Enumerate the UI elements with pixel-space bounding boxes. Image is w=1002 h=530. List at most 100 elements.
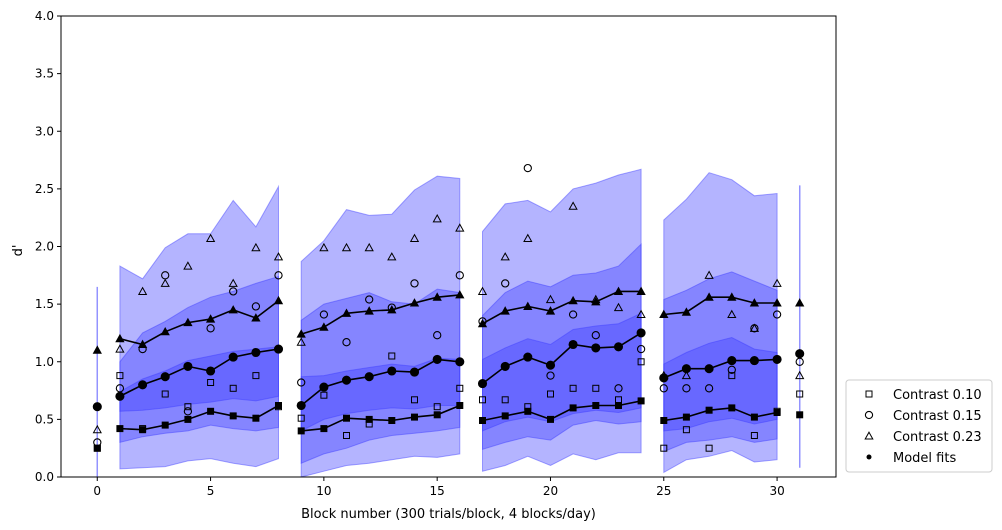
- observed-point-contrast-010: [796, 390, 804, 398]
- fit-point-contrast-015: [455, 357, 465, 367]
- observed-point-contrast-010: [615, 396, 622, 404]
- observed-point-contrast-010: [750, 432, 758, 439]
- fit-point-contrast-015: [228, 352, 238, 362]
- fit-point-contrast-010: [660, 417, 668, 424]
- observed-point-contrast-023: [251, 242, 261, 252]
- fit-point-contrast-015: [727, 356, 737, 366]
- fit-point-contrast-010: [796, 411, 804, 419]
- legend-square-marker: [865, 390, 873, 398]
- x-axis-label: Block number (300 trials/block, 4 blocks…: [301, 507, 596, 522]
- fit-point-contrast-023: [296, 329, 306, 338]
- fit-point-contrast-015: [115, 391, 125, 401]
- band-inner-segment-3: [482, 312, 642, 432]
- fit-point-contrast-010: [207, 407, 215, 415]
- x-tick-label: 15: [430, 484, 445, 498]
- x-tick-label: 10: [316, 484, 331, 498]
- observed-point-contrast-023: [409, 233, 420, 242]
- fit-point-contrast-010: [252, 414, 260, 422]
- fit-point-contrast-015: [432, 354, 442, 364]
- fit-point-contrast-010: [297, 427, 305, 435]
- fit-point-contrast-010: [547, 415, 554, 423]
- fit-point-contrast-015: [772, 354, 782, 364]
- observed-point-contrast-023: [795, 370, 805, 380]
- observed-point-contrast-023: [432, 213, 442, 223]
- observed-point-contrast-010: [501, 396, 509, 404]
- fit-point-contrast-015: [477, 379, 488, 389]
- fit-point-contrast-010: [116, 425, 124, 433]
- fit-point-contrast-010: [615, 402, 622, 409]
- observed-point-contrast-015: [546, 371, 555, 380]
- y-tick-label: 4.0: [35, 9, 54, 23]
- observed-point-contrast-010: [139, 425, 147, 433]
- observed-point-contrast-010: [456, 384, 464, 392]
- legend-entry-model-fits: Model fits: [893, 451, 956, 466]
- band-outer-segment-4: [663, 172, 778, 474]
- fit-point-contrast-010: [750, 413, 758, 421]
- fit-point-contrast-023: [455, 290, 465, 299]
- y-tick-label: 3.5: [35, 67, 54, 81]
- fit-point-contrast-010: [592, 402, 600, 409]
- observed-point-contrast-023: [160, 278, 170, 287]
- observed-point-contrast-023: [613, 302, 624, 312]
- observed-point-contrast-015: [568, 310, 578, 319]
- observed-point-contrast-015: [410, 279, 419, 288]
- observed-point-contrast-023: [500, 252, 510, 261]
- fit-point-contrast-010: [705, 406, 713, 414]
- observed-point-contrast-010: [682, 426, 690, 434]
- x-tick-label: 30: [769, 484, 784, 498]
- observed-point-contrast-015: [433, 331, 442, 340]
- observed-point-contrast-010: [320, 391, 328, 399]
- legend-entry-contrast-010: Contrast 0.10: [893, 388, 982, 403]
- fit-point-contrast-010: [456, 402, 464, 409]
- observed-point-contrast-015: [704, 384, 714, 393]
- fit-point-contrast-015: [296, 400, 306, 411]
- fit-point-contrast-023: [319, 322, 329, 331]
- y-tick-label: 2.5: [35, 182, 54, 196]
- observed-point-contrast-010: [388, 352, 396, 360]
- observed-point-contrast-010: [275, 403, 282, 411]
- fit-point-contrast-023: [115, 333, 125, 343]
- observed-point-contrast-015: [229, 287, 238, 296]
- fit-point-contrast-023: [749, 298, 760, 307]
- legend-fit-marker: [866, 454, 872, 460]
- x-tick-label: 25: [656, 484, 671, 498]
- fit-point-contrast-023: [387, 305, 397, 314]
- fit-point-contrast-023: [273, 295, 284, 305]
- observed-point-contrast-015: [183, 407, 193, 416]
- observed-point-contrast-015: [636, 344, 646, 354]
- observed-point-contrast-023: [296, 337, 306, 346]
- fit-line-contrast-023-segment-4: [663, 296, 778, 316]
- fit-line-contrast-010-segment-1: [119, 404, 279, 431]
- observed-point-contrast-015: [772, 310, 782, 319]
- legend-square-glyph: [865, 390, 873, 398]
- observed-point-contrast-023: [387, 252, 397, 261]
- fit-point-contrast-015: [795, 349, 805, 359]
- observed-point-contrast-023: [591, 294, 601, 304]
- fit-point-contrast-023: [772, 298, 782, 307]
- fit-point-contrast-015: [138, 380, 148, 390]
- fit-point-contrast-023: [137, 339, 148, 348]
- fit-point-contrast-023: [183, 317, 193, 327]
- observed-point-contrast-023: [455, 223, 465, 232]
- observed-point-contrast-010: [343, 432, 350, 439]
- observed-point-contrast-010: [705, 444, 713, 452]
- observed-point-contrast-010: [184, 403, 192, 411]
- fit-point-contrast-010: [161, 421, 169, 429]
- fit-point-contrast-010: [388, 417, 396, 424]
- observed-point-contrast-023: [523, 233, 533, 242]
- observed-point-contrast-010: [773, 407, 781, 415]
- fit-line-contrast-010-segment-2: [301, 404, 461, 432]
- fit-point-contrast-023: [545, 306, 556, 315]
- observed-point-contrast-023: [568, 201, 578, 210]
- band-outer-segment-1: [119, 184, 279, 470]
- y-axis-label: d': [11, 245, 26, 257]
- observed-point-contrast-010: [728, 372, 736, 380]
- fit-point-contrast-015: [206, 366, 216, 376]
- fit-point-contrast-010: [501, 412, 509, 420]
- observed-point-contrast-010: [411, 396, 418, 404]
- fit-point-contrast-023: [500, 306, 510, 315]
- observed-point-contrast-023: [749, 323, 760, 332]
- fit-point-contrast-023: [613, 286, 624, 295]
- fit-point-contrast-010: [479, 417, 486, 424]
- legend-circle-glyph: [864, 410, 874, 420]
